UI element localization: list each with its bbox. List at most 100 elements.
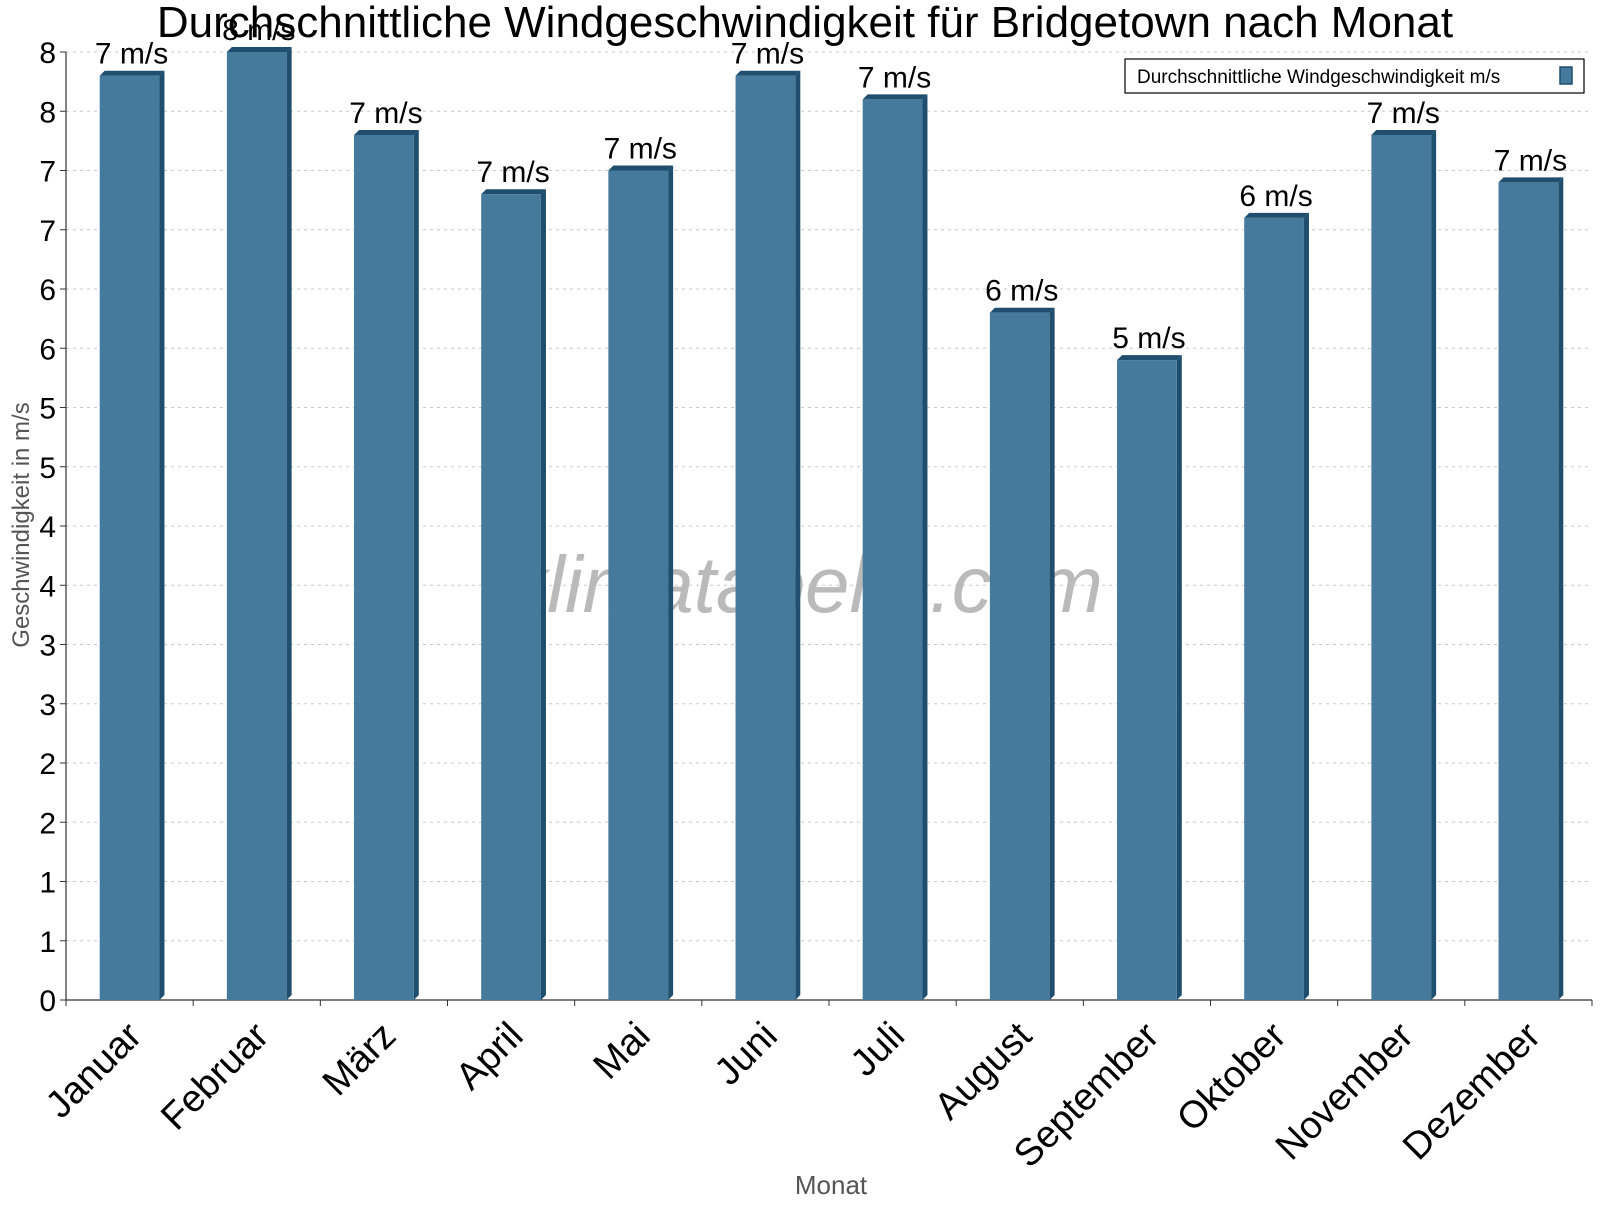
bar xyxy=(226,47,292,1000)
y-tick-label: 6 xyxy=(39,274,56,307)
x-tick-label: Mai xyxy=(586,1015,659,1088)
bar-side xyxy=(922,94,928,1000)
y-tick-label: 4 xyxy=(39,511,56,544)
data-label: 7 m/s xyxy=(604,133,677,166)
y-tick-label: 6 xyxy=(39,333,56,366)
data-label: 6 m/s xyxy=(1239,180,1312,213)
bar-top xyxy=(1498,177,1564,183)
bar-front xyxy=(1244,217,1304,1000)
legend-label: Durchschnittliche Windgeschwindigkeit m/… xyxy=(1137,67,1500,88)
bar-front xyxy=(735,75,796,1000)
bar-side xyxy=(413,129,419,1000)
y-tick-label: 3 xyxy=(39,689,56,722)
y-tick-label: 1 xyxy=(39,867,56,900)
x-axis: Januar Februar März April Mai Juni Juli AugustS… xyxy=(38,999,1593,1176)
data-label: 7 m/s xyxy=(349,97,422,130)
data-label: 7 m/s xyxy=(731,38,804,71)
x-tick-label: August xyxy=(927,1014,1041,1128)
x-tick-label: Februar xyxy=(153,1014,277,1138)
bar-side xyxy=(795,70,801,1000)
bar-side xyxy=(540,189,546,1000)
bar xyxy=(481,189,546,1000)
gridlines xyxy=(66,51,1592,942)
bar xyxy=(99,70,165,1000)
bars xyxy=(99,47,1564,1001)
y-tick-label: 5 xyxy=(39,452,56,485)
data-label: 6 m/s xyxy=(985,275,1058,308)
bar xyxy=(608,165,674,1000)
y-tick-label: 8 xyxy=(39,37,56,70)
x-tick-label: Oktober xyxy=(1169,1014,1295,1140)
bar-front xyxy=(481,194,541,1000)
data-labels: 7 m/s 8 m/s 7 m/s 7 m/s 7 m/s 7 m/s 7 m/s 6 m/s… xyxy=(95,14,1567,355)
data-label: 5 m/s xyxy=(1112,322,1185,355)
y-tick-label: 8 xyxy=(39,96,56,129)
y-axis: 0 1 1 2 2 3 3 4 4 5 5 6 6 7 7 8 8 xyxy=(39,37,67,1018)
legend: Durchschnittliche Windgeschwindigkeit m/… xyxy=(1124,58,1585,94)
bar xyxy=(862,94,928,1000)
bar-side xyxy=(668,165,674,1000)
bar xyxy=(1371,129,1437,1000)
y-tick-label: 7 xyxy=(39,156,56,189)
bar-side xyxy=(159,70,165,1000)
legend-box xyxy=(1124,58,1585,94)
data-label: 7 m/s xyxy=(1494,144,1567,177)
data-label: 7 m/s xyxy=(476,156,549,189)
bar-side xyxy=(1431,129,1437,1000)
y-tick-label: 2 xyxy=(39,807,56,840)
data-label: 7 m/s xyxy=(1367,97,1440,130)
bar-front xyxy=(989,312,1050,1000)
y-tick-label: 5 xyxy=(39,393,56,426)
bar-side xyxy=(1558,177,1564,1001)
bar-top xyxy=(862,94,928,100)
x-tick-label: Januar xyxy=(38,1014,150,1126)
x-tick-label: April xyxy=(448,1015,531,1098)
y-tick-label: 1 xyxy=(39,926,56,959)
x-tick-label: März xyxy=(315,1015,404,1104)
bar-top xyxy=(1117,355,1182,361)
bar-side xyxy=(1176,355,1182,1001)
bar-top xyxy=(989,307,1055,313)
bar-top xyxy=(481,189,546,195)
bar-side xyxy=(1049,307,1055,1000)
chart-title: Durchschnittliche Windgeschwindigkeit fü… xyxy=(157,0,1453,47)
bar-front xyxy=(226,52,287,1000)
x-tick-label: Juni xyxy=(707,1015,786,1094)
bar-front xyxy=(862,99,923,1000)
y-tick-label: 2 xyxy=(39,748,56,781)
x-axis-title: Monat xyxy=(795,1170,868,1200)
bar-front xyxy=(1117,360,1177,1001)
legend-swatch xyxy=(1559,66,1573,85)
bar xyxy=(989,307,1055,1000)
bar xyxy=(354,129,419,1000)
x-tick-label: Juli xyxy=(843,1015,913,1085)
data-label: 7 m/s xyxy=(858,61,931,94)
bar-top xyxy=(99,70,165,76)
bar xyxy=(1244,212,1309,1000)
x-tick-label: Dezember xyxy=(1395,1014,1549,1168)
x-tick-label: November xyxy=(1268,1014,1422,1168)
y-axis-title: Geschwindigkeit in m/s xyxy=(8,402,35,647)
y-tick-label: 0 xyxy=(39,985,56,1018)
bar-front xyxy=(608,170,669,1000)
bar-top xyxy=(608,165,674,171)
bar-top xyxy=(1244,212,1309,218)
bar xyxy=(1117,355,1182,1001)
bar-front xyxy=(1498,182,1559,1001)
bar-side xyxy=(1303,212,1309,1000)
bar-side xyxy=(286,47,292,1000)
bar xyxy=(735,70,801,1000)
bar-top xyxy=(1371,129,1437,135)
y-tick-label: 3 xyxy=(39,630,56,663)
data-label: 7 m/s xyxy=(95,38,168,71)
bar-top xyxy=(354,129,419,135)
bar-top xyxy=(735,70,801,76)
y-tick-label: 4 xyxy=(39,570,56,603)
bar xyxy=(1498,177,1564,1001)
bar-top xyxy=(226,47,292,52)
bar-front xyxy=(99,75,160,1000)
bar-front xyxy=(1371,134,1432,1000)
data-label: 8 m/s xyxy=(222,14,295,47)
